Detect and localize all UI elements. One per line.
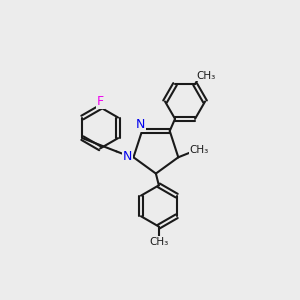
Text: N: N — [136, 118, 145, 131]
Text: F: F — [97, 95, 104, 108]
Text: N: N — [123, 150, 132, 163]
Text: CH₃: CH₃ — [149, 237, 169, 247]
Text: CH₃: CH₃ — [190, 145, 209, 155]
Text: CH₃: CH₃ — [196, 70, 215, 80]
